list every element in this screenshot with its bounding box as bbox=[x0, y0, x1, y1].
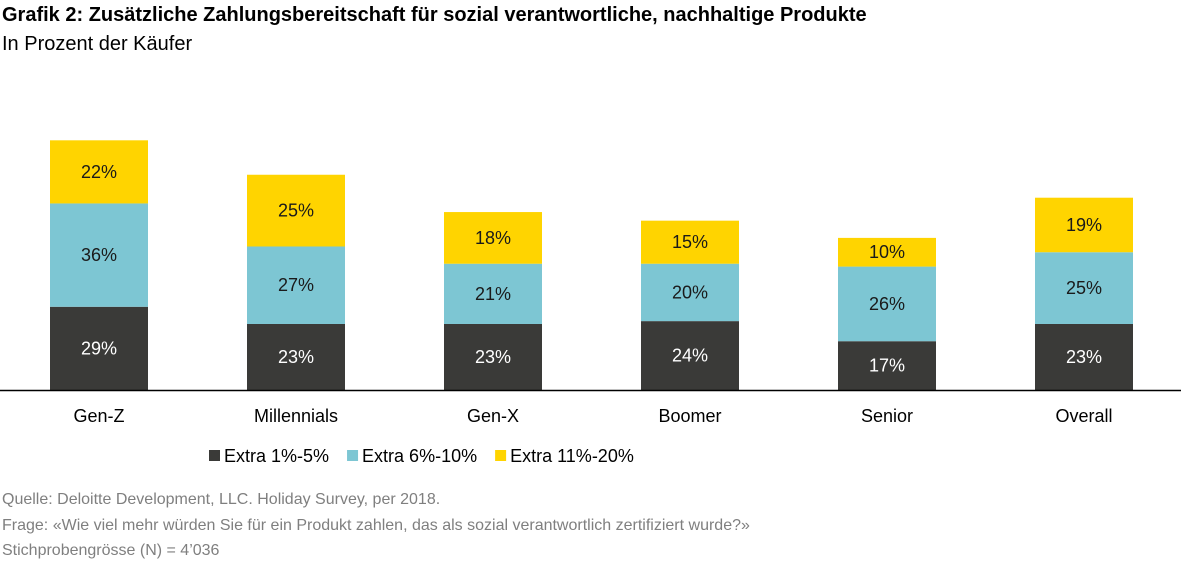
data-label: 25% bbox=[278, 201, 314, 221]
bar-segment bbox=[50, 140, 148, 204]
bar-segment bbox=[247, 323, 345, 390]
bar-segment bbox=[641, 321, 739, 390]
data-label: 18% bbox=[475, 228, 511, 248]
data-label: 36% bbox=[81, 245, 117, 265]
bar-segment bbox=[641, 220, 739, 264]
bar-segment bbox=[1035, 252, 1133, 324]
data-label: 23% bbox=[1066, 347, 1102, 367]
bar-segment bbox=[50, 203, 148, 307]
bar-segment bbox=[50, 306, 148, 390]
data-label: 10% bbox=[869, 242, 905, 262]
bar-segment bbox=[838, 237, 936, 267]
sample-size-note: Stichprobengrösse (N) = 4’036 bbox=[2, 542, 220, 559]
bar-segment bbox=[444, 212, 542, 264]
data-label: 17% bbox=[869, 356, 905, 376]
legend-swatch bbox=[495, 450, 507, 461]
stacked-bar-chart: 29% 36% 22% Gen-Z 23% 27% 25% Millennials 23% 21%… bbox=[0, 140, 1181, 466]
data-label: 29% bbox=[81, 338, 117, 358]
x-tick-label: Boomer bbox=[658, 406, 721, 426]
data-label: 23% bbox=[278, 347, 314, 367]
data-label: 23% bbox=[475, 347, 511, 367]
bar-segment bbox=[838, 341, 936, 390]
data-label: 22% bbox=[81, 162, 117, 182]
chart-title: Grafik 2: Zusätzliche Zahlungsbereitscha… bbox=[2, 4, 867, 26]
bar-segment bbox=[838, 266, 936, 342]
question-note: Frage: «Wie viel mehr würden Sie für ein… bbox=[2, 517, 750, 534]
bar-segment bbox=[247, 174, 345, 247]
legend-label: Extra 11%-20% bbox=[510, 446, 634, 466]
bar-segment bbox=[1035, 323, 1133, 390]
legend-label: Extra 1%-5% bbox=[224, 446, 329, 466]
bar-segment bbox=[1035, 197, 1133, 253]
bar-segment bbox=[247, 246, 345, 324]
legend-label: Extra 6%-10% bbox=[362, 446, 477, 466]
x-tick-label: Overall bbox=[1055, 406, 1112, 426]
x-tick-label: Gen-Z bbox=[73, 406, 124, 426]
data-label: 20% bbox=[672, 282, 708, 302]
legend-swatch bbox=[347, 450, 359, 461]
legend-swatch bbox=[209, 450, 220, 461]
data-label: 25% bbox=[1066, 278, 1102, 298]
data-label: 24% bbox=[672, 346, 708, 366]
bar-segment bbox=[641, 263, 739, 322]
data-label: 27% bbox=[278, 275, 314, 295]
data-label: 15% bbox=[672, 232, 708, 252]
x-tick-label: Gen-X bbox=[467, 406, 519, 426]
bar-segment bbox=[444, 323, 542, 390]
data-label: 21% bbox=[475, 284, 511, 304]
data-label: 19% bbox=[1066, 215, 1102, 235]
bar-segment bbox=[444, 263, 542, 324]
chart-subtitle: In Prozent der Käufer bbox=[2, 33, 193, 55]
x-tick-label: Millennials bbox=[254, 406, 338, 426]
data-label: 26% bbox=[869, 294, 905, 314]
source-note: Quelle: Deloitte Development, LLC. Holid… bbox=[2, 491, 441, 508]
x-tick-label: Senior bbox=[861, 406, 913, 426]
